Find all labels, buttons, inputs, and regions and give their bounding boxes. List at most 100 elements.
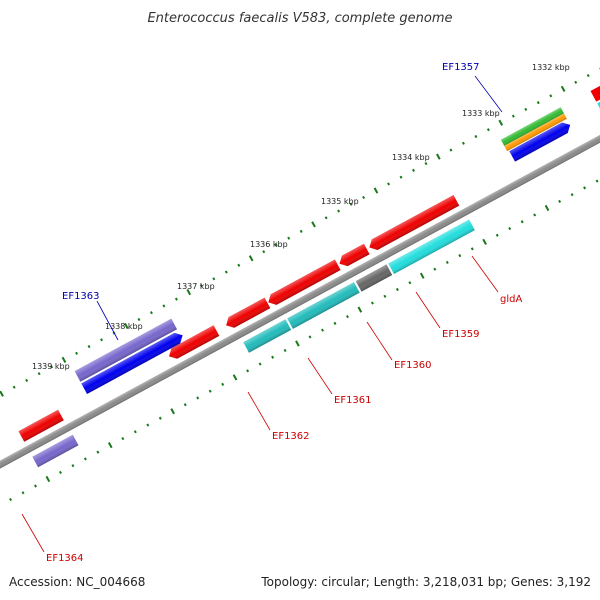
outer-tick (248, 255, 254, 262)
cds-ef1364-purple[interactable] (32, 434, 79, 468)
outer-tick (387, 182, 391, 186)
cds-ef1361-red[interactable] (223, 297, 271, 331)
outer-tick (212, 277, 216, 281)
cds-ef1357-green[interactable] (500, 107, 564, 146)
outer-tick (337, 209, 341, 213)
kbp-label-1338: 1338 kbp (105, 322, 143, 331)
accession-text: Accession: NC_004668 (9, 575, 145, 589)
gene-label-ef1357[interactable]: EF1357 (442, 62, 480, 73)
inner-tick (370, 301, 374, 305)
cds-right-edge-red[interactable] (590, 71, 600, 102)
inner-tick (221, 382, 225, 386)
outer-tick (524, 107, 528, 111)
outer-tick (12, 385, 16, 389)
cds-ef1361-teal[interactable] (243, 319, 292, 353)
inner-tick (383, 294, 387, 298)
kbp-label-1334: 1334 kbp (392, 153, 430, 162)
gene-label-ef1363-group: EF1363 (62, 291, 119, 341)
gene-label-ef1362[interactable]: EF1362 (272, 431, 310, 442)
inner-tick (246, 369, 250, 373)
cds-ef1357-blue[interactable] (509, 120, 573, 162)
inner-tick (433, 267, 437, 271)
outer-tick (399, 175, 403, 179)
inner-tick (570, 193, 574, 197)
tracks (0, 59, 600, 543)
inner-tick (107, 442, 113, 449)
inner-tick (408, 281, 412, 285)
kbp-label-1339: 1339 kbp (32, 362, 70, 371)
inner-tick (544, 204, 550, 212)
inner-tick (321, 328, 324, 332)
inner-tick (470, 247, 474, 251)
outer-tick (574, 80, 578, 84)
gene-label-ef1360-group: EF1360 (366, 321, 432, 371)
outer-tick (262, 250, 266, 254)
gene-label-ef1363[interactable]: EF1363 (62, 291, 100, 302)
inner-tick (232, 374, 238, 381)
outer-tick (287, 236, 291, 240)
cds-ef1359-gray[interactable] (355, 264, 393, 292)
inner-tick (458, 254, 462, 258)
inner-tick (295, 340, 300, 347)
outer-tick (373, 187, 379, 194)
inner-tick (183, 403, 187, 407)
gene-label-ef1360[interactable]: EF1360 (394, 360, 432, 371)
cds-ef1363-purple[interactable] (74, 318, 178, 382)
cds-ef1359-red[interactable] (337, 243, 370, 269)
cds-ef1357-orange[interactable] (504, 113, 567, 152)
inner-tick (419, 272, 425, 279)
cds-ef1364-red[interactable] (18, 409, 64, 442)
outer-tick (299, 229, 303, 233)
inner-tick (121, 436, 125, 441)
gene-label-ef1364[interactable]: EF1364 (46, 553, 84, 564)
inner-tick (333, 321, 337, 325)
kbp-label-1333: 1333 kbp (462, 109, 500, 118)
inner-tick (495, 233, 499, 237)
gene-label-glda[interactable]: gldA (500, 294, 522, 305)
inner-tick (558, 199, 562, 203)
inner-tick (283, 348, 287, 353)
gene-label-ef1359[interactable]: EF1359 (442, 329, 480, 340)
cds-ef1360-red[interactable] (265, 259, 341, 307)
cds-ef1362-red[interactable] (166, 325, 220, 361)
gene-label-ef1362-group: EF1362 (247, 391, 310, 442)
cds-glda-cyan[interactable] (388, 219, 475, 275)
inner-tick (508, 226, 512, 231)
outer-tick (61, 356, 67, 363)
outer-tick (511, 114, 515, 118)
gene-label-ef1361-group: EF1361 (307, 357, 372, 406)
cds-ef1360-teal[interactable] (287, 282, 360, 329)
inner-tick (258, 362, 262, 366)
inner-tick (346, 315, 349, 319)
inner-tick-ring (9, 179, 599, 502)
kbp-label-1336: 1336 kbp (250, 240, 288, 249)
outer-tick (199, 283, 203, 288)
outer-tick (25, 378, 29, 383)
outer-tick (50, 365, 54, 369)
inner-tick (271, 355, 275, 359)
inner-tick (158, 416, 162, 420)
outer-tick (586, 73, 590, 78)
inner-tick (146, 423, 150, 427)
inner-tick (583, 186, 587, 190)
outer-tick (149, 311, 153, 315)
cds-ef1363-blue[interactable] (81, 330, 185, 395)
outer-tick (536, 101, 540, 105)
outer-tick (560, 85, 566, 92)
inner-tick (9, 497, 13, 502)
outer-tick (137, 317, 141, 322)
outer-tick (224, 270, 228, 274)
cds-glda-red[interactable] (367, 195, 460, 253)
gene-label-ef1361[interactable]: EF1361 (334, 395, 372, 406)
outer-tick (362, 195, 366, 200)
kbp-label-1335: 1335 kbp (321, 197, 359, 206)
outer-tick (37, 372, 41, 376)
inner-tick (208, 389, 212, 393)
outer-tick (474, 134, 478, 139)
outer-tick (349, 202, 353, 206)
inner-tick (595, 179, 599, 183)
kbp-label-1337: 1337 kbp (177, 282, 215, 291)
inner-tick (357, 306, 363, 313)
outer-tick (100, 338, 104, 342)
outer-tick (311, 221, 316, 228)
